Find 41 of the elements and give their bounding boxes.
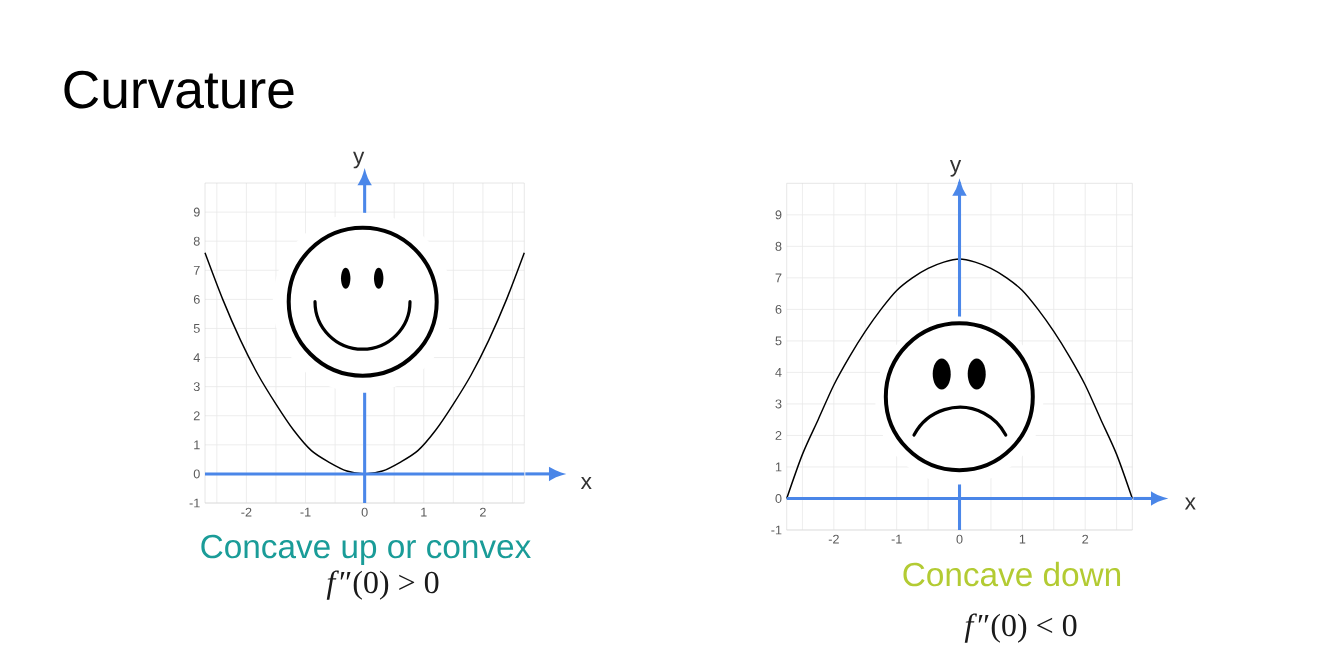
x-tick-label: 2: [480, 507, 486, 517]
x-tick-label: 0: [361, 507, 368, 517]
y-tick-label: 7: [775, 273, 782, 283]
y-tick-label: 8: [775, 241, 782, 251]
x-tick-label: 2: [1082, 534, 1089, 544]
x-tick-label: 0: [956, 534, 963, 544]
text: Concave down: [903, 561, 1121, 587]
x-tick-label: -2: [828, 534, 839, 544]
ref-line-label: y: [949, 159, 962, 177]
y-tick-label: 7: [193, 265, 200, 275]
y-tick-label: 3: [775, 399, 782, 409]
y-tick-label: -1: [771, 525, 782, 535]
text: f″(0) > 0: [326, 570, 439, 600]
y-tick-label: -1: [189, 498, 200, 508]
ref-line-label: y: [353, 151, 365, 169]
y-tick-label: 6: [775, 304, 782, 314]
y-tick-label: 4: [193, 353, 200, 362]
y-tick-label: 4: [775, 368, 782, 377]
y-tick-label: 2: [193, 411, 200, 421]
chart-title: Curvature: [64, 70, 294, 109]
y-tick-label: 1: [775, 462, 782, 472]
text: Concave up or convex: [201, 534, 531, 565]
x-tick-label: 1: [421, 507, 427, 517]
y-tick-label: 9: [193, 207, 200, 217]
x-tick-label: 1: [1019, 534, 1026, 544]
y-tick-label: 5: [775, 336, 782, 346]
x-tick-label: -2: [241, 507, 252, 517]
y-tick-label: 8: [193, 236, 200, 246]
y-tick-label: 1: [194, 440, 200, 450]
text: f″(0) < 0: [964, 613, 1077, 643]
y-tick-label: 9: [775, 210, 782, 220]
y-tick-label: 3: [193, 382, 200, 392]
y-tick-label: 6: [193, 294, 200, 304]
x-tick-label: -1: [300, 507, 311, 517]
y-tick-label: 5: [193, 324, 200, 333]
ref-line-label: x: [580, 476, 592, 489]
x-tick-label: -1: [891, 534, 902, 544]
y-tick-label: 0: [775, 494, 782, 503]
y-tick-label: 2: [775, 431, 782, 440]
y-tick-label: 0: [193, 469, 200, 479]
ref-line-label: x: [1184, 497, 1196, 510]
